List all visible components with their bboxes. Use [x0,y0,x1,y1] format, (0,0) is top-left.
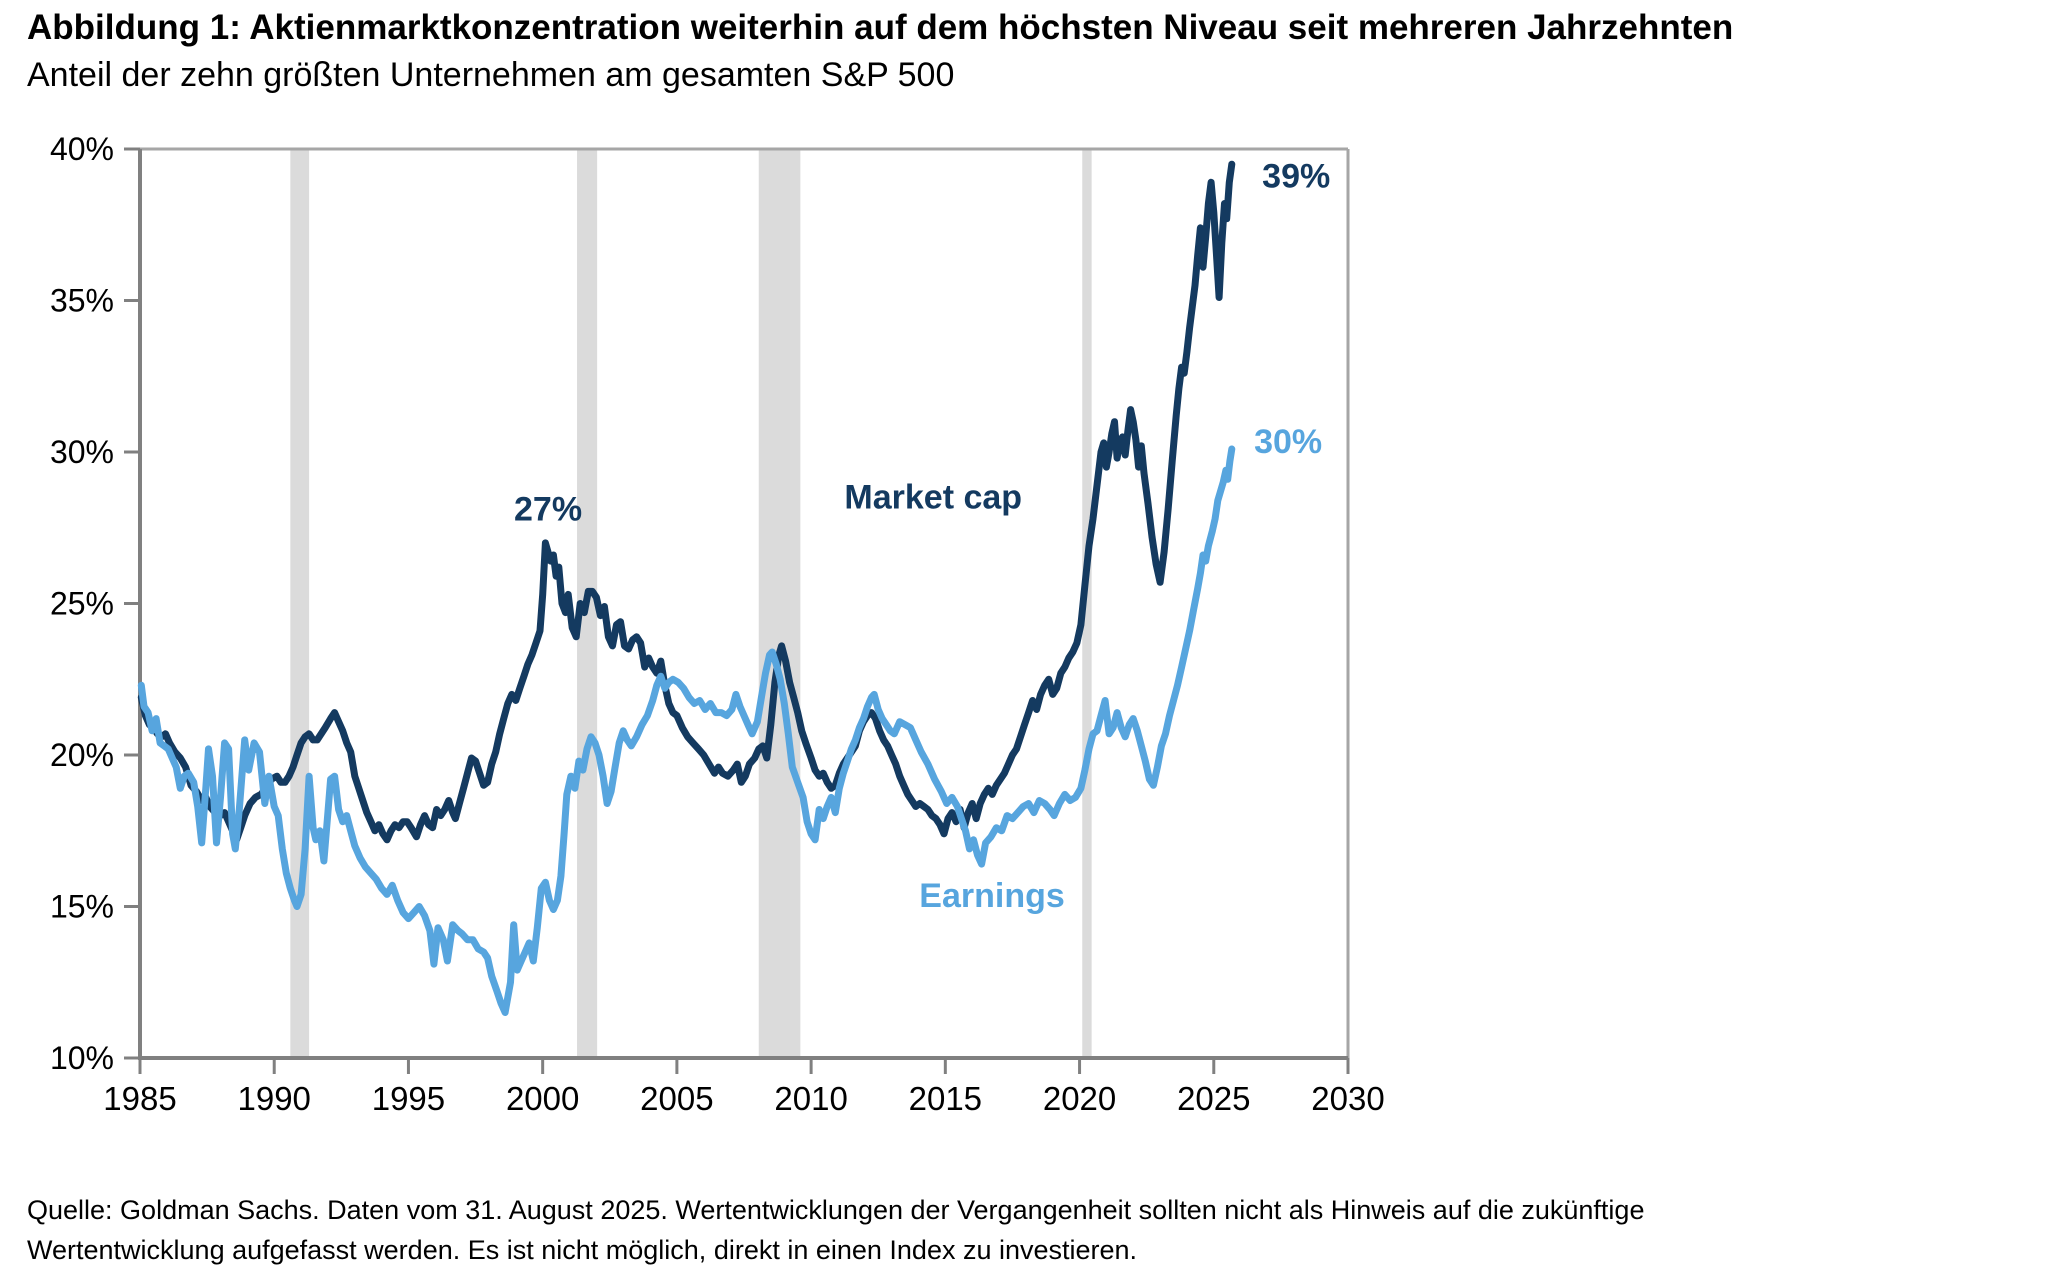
source-note-line2: Wertentwicklung aufgefasst werden. Es is… [27,1235,1138,1265]
series-line-market-cap [137,160,1236,844]
figure-title: Abbildung 1: Aktienmarktkonzentration we… [27,8,1734,47]
annotation-market-cap: Market cap [844,478,1022,516]
x-tick-label: 2010 [774,1080,847,1117]
annotation-earnings: Earnings [919,877,1064,915]
data-series [137,160,1236,1016]
source-note: Quelle: Goldman Sachs. Daten vom 31. Aug… [27,1190,1644,1270]
axis-tick-labels: 40% 35% 30% 25% 20% 15% 10% 1985 1990 1995 2000 200… [50,131,1385,1117]
y-tick-label: 40% [50,131,114,167]
figure-subtitle: Anteil der zehn größten Unternehmen am g… [27,56,955,94]
x-tick-label: 1985 [103,1080,176,1117]
annotation-27-: 27% [514,491,582,529]
x-tick-label: 2025 [1177,1080,1250,1117]
recession-band [290,149,310,1058]
annotation-39-: 39% [1262,157,1330,195]
y-tick-label: 25% [50,586,114,622]
y-tick-label: 10% [50,1040,114,1076]
x-tick-label: 1995 [372,1080,445,1117]
y-tick-label: 35% [50,283,114,319]
series-line-earnings [137,445,1236,1016]
annotation-30-: 30% [1254,423,1322,461]
recession-band [758,149,801,1058]
recession-bands [290,149,1092,1058]
y-tick-label: 20% [50,737,114,773]
y-tick-label: 30% [50,434,114,470]
recession-band [1082,149,1092,1058]
y-tick-label: 15% [50,889,114,925]
x-tick-label: 1990 [238,1080,311,1117]
x-tick-label: 2005 [640,1080,713,1117]
plot-frame [124,147,1350,1074]
chart-annotations: 27% Market cap 39% 30% Earnings [514,157,1330,915]
x-tick-label: 2015 [909,1080,982,1117]
x-tick-label: 2030 [1311,1080,1384,1117]
x-tick-label: 2000 [506,1080,579,1117]
source-note-line1: Quelle: Goldman Sachs. Daten vom 31. Aug… [27,1195,1645,1225]
x-tick-label: 2020 [1043,1080,1116,1117]
